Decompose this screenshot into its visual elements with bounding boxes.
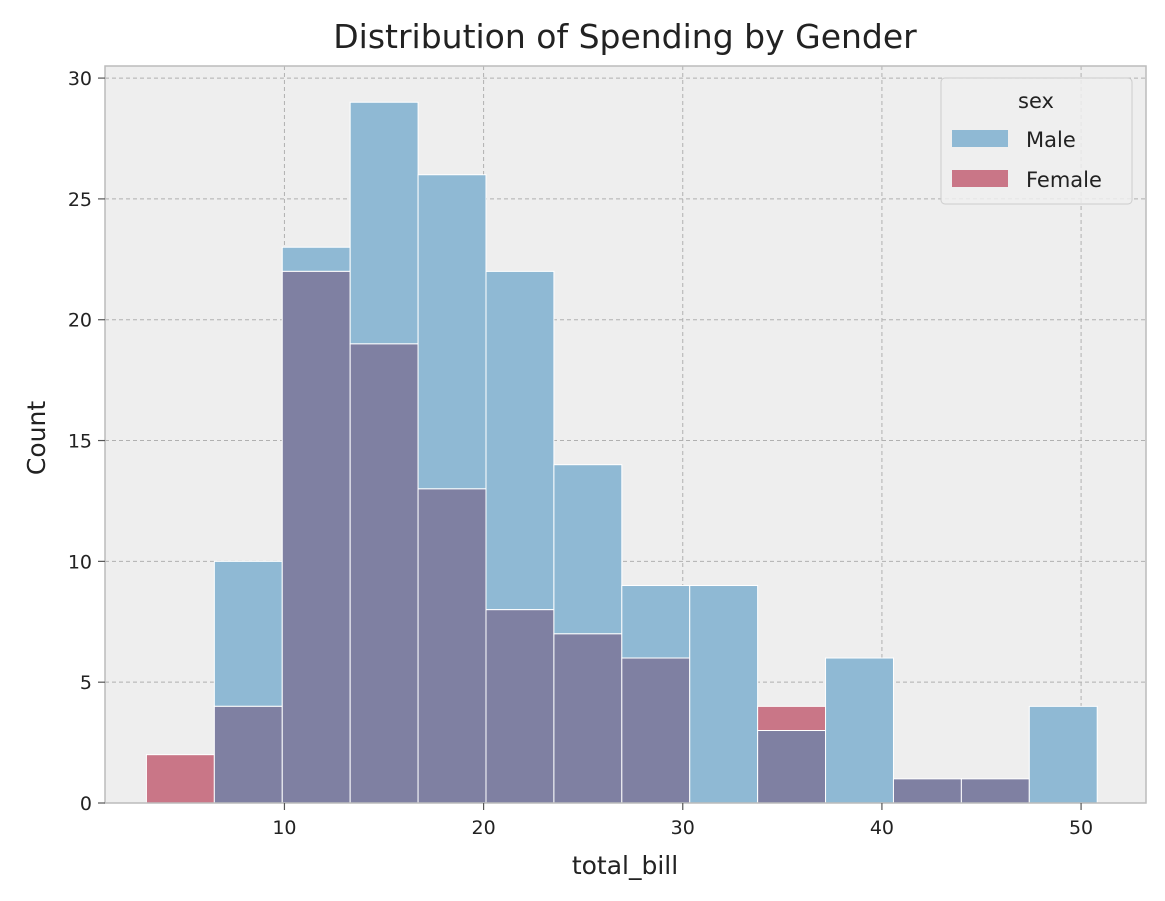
bar-male-4 (417, 174, 487, 490)
bar-overlap-11 (892, 778, 962, 804)
bar-male-5 (485, 270, 555, 611)
legend: sex Male Female (940, 77, 1133, 205)
bar-overlap-4 (417, 488, 487, 804)
x-tick-label: 40 (870, 817, 894, 839)
plot-frame (104, 65, 1147, 804)
chart-title: Distribution of Spending by Gender (333, 17, 917, 56)
y-tick-label: 5 (80, 672, 92, 694)
bar-male-3 (349, 101, 419, 345)
axis-ticks: 10 20 30 40 50 0 5 10 15 20 25 30 (68, 68, 1093, 839)
bar-male-1 (213, 560, 283, 707)
y-tick-label: 25 (68, 189, 92, 211)
y-tick-label: 15 (68, 431, 92, 453)
bar-male-8 (689, 585, 759, 804)
y-tick-label: 10 (68, 551, 92, 573)
x-tick-label: 50 (1069, 817, 1093, 839)
x-tick-label: 10 (272, 817, 296, 839)
bar-overlap-2 (281, 270, 351, 804)
y-tick-label: 20 (68, 310, 92, 332)
legend-label-male: Male (1026, 128, 1076, 152)
bar-overlap-12 (960, 778, 1030, 804)
bar-female-9 (757, 705, 827, 732)
y-tick-label: 0 (80, 793, 92, 815)
legend-label-female: Female (1026, 168, 1102, 192)
legend-swatch-female (952, 170, 1008, 187)
bar-male-6 (553, 464, 623, 635)
bars (145, 101, 1098, 804)
bar-male-13 (1028, 705, 1098, 804)
x-axis-label: total_bill (572, 851, 678, 880)
bar-male-10 (825, 657, 894, 804)
bar-overlap-9 (757, 730, 827, 804)
y-axis-label: Count (22, 401, 51, 475)
x-tick-label: 30 (671, 817, 695, 839)
legend-title: sex (1018, 89, 1054, 113)
bar-overlap-1 (213, 705, 283, 804)
legend-swatch-male (952, 130, 1008, 147)
bar-overlap-7 (621, 657, 691, 804)
y-tick-label: 30 (68, 68, 92, 90)
bar-male-2 (281, 246, 351, 272)
x-tick-label: 20 (472, 817, 496, 839)
bar-overlap-5 (485, 609, 555, 804)
bar-male-7 (621, 585, 691, 659)
bar-overlap-3 (349, 343, 419, 804)
bar-female-0 (145, 754, 215, 804)
bar-overlap-6 (553, 633, 623, 804)
